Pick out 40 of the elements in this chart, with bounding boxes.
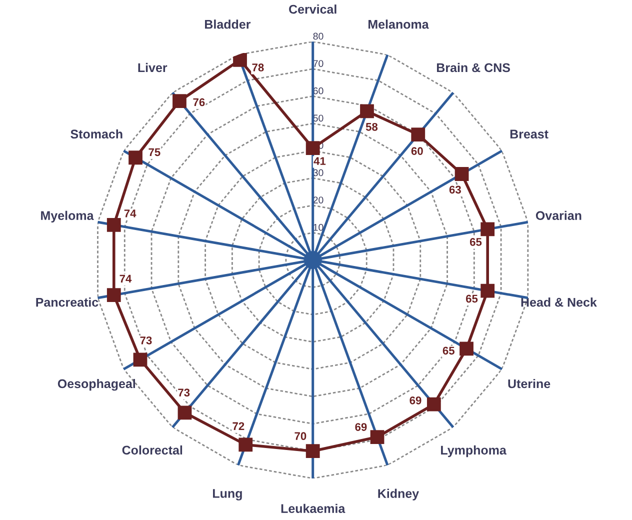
spoke-label: Head & Neck — [521, 298, 597, 307]
spoke-label: Myeloma — [41, 210, 94, 222]
y-tick-label: 30 — [313, 169, 324, 176]
data-label: 74 — [124, 210, 136, 218]
data-label: 60 — [411, 147, 423, 155]
spoke-label: Liver — [138, 62, 168, 72]
spoke-label: Colorectal — [122, 445, 182, 455]
data-label: 69 — [355, 423, 367, 431]
data-label: 69 — [410, 396, 422, 404]
data-label: 65 — [470, 238, 482, 246]
spoke-label: Cervical — [289, 4, 336, 14]
data-label: 73 — [140, 336, 152, 344]
y-tick-label: 10 — [314, 224, 324, 231]
spoke-label: Uterine — [508, 379, 550, 388]
data-label: 75 — [148, 148, 160, 156]
spoke-label: Oesophageal — [58, 378, 136, 391]
spoke-label: Ovarian — [536, 210, 582, 220]
data-label: 65 — [442, 346, 454, 355]
data-label: 63 — [449, 186, 461, 194]
data-label: 76 — [193, 98, 205, 106]
spoke-label: Lung — [213, 489, 242, 500]
spoke-label: Stomach — [70, 129, 122, 139]
y-tick-label: 70 — [313, 60, 324, 67]
spoke-label: Melanoma — [368, 20, 429, 29]
data-label: 78 — [252, 64, 264, 72]
data-label: 73 — [178, 388, 190, 397]
data-label: 74 — [120, 274, 132, 283]
spoke-label: Lymphoma — [441, 445, 506, 458]
data-label: 58 — [366, 122, 378, 131]
y-tick-label: 80 — [313, 32, 324, 40]
spoke-label: Breast — [510, 130, 548, 139]
spoke-label: Brain & CNS — [436, 62, 510, 72]
spoke-label: Bladder — [205, 20, 251, 29]
data-label: 72 — [232, 422, 244, 430]
data-label: 70 — [294, 432, 306, 440]
data-label: 65 — [466, 294, 478, 303]
spoke-label: Pancreatic — [36, 298, 98, 307]
data-label: 41 — [314, 157, 326, 165]
spoke-label: Kidney — [378, 488, 419, 500]
spoke-label: Leukaemia — [281, 504, 346, 514]
